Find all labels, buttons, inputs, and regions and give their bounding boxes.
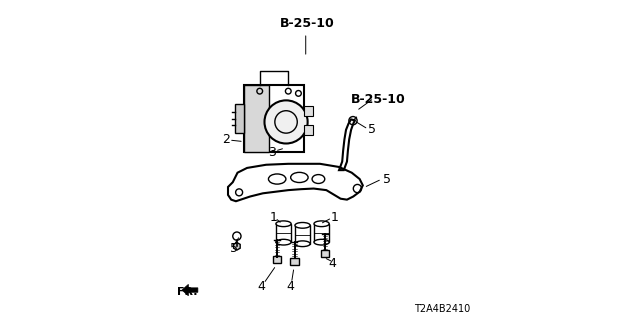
Ellipse shape: [276, 221, 291, 227]
Text: 1: 1: [270, 211, 278, 224]
Bar: [235, 105, 244, 133]
Text: 2: 2: [223, 133, 230, 146]
Text: 3: 3: [268, 146, 276, 159]
Text: FR.: FR.: [177, 287, 198, 297]
Text: T2A4B2410: T2A4B2410: [414, 304, 470, 314]
Bar: [304, 125, 313, 135]
Text: 5: 5: [230, 242, 238, 255]
Ellipse shape: [295, 241, 310, 247]
Text: 4: 4: [257, 280, 265, 293]
Text: B-25-10: B-25-10: [351, 93, 406, 106]
Bar: [321, 250, 329, 257]
Bar: [276, 224, 291, 242]
Text: 5: 5: [369, 124, 376, 136]
Circle shape: [296, 91, 301, 96]
Ellipse shape: [295, 222, 310, 228]
Bar: [244, 85, 304, 152]
Ellipse shape: [276, 239, 291, 245]
Text: 4: 4: [329, 257, 337, 269]
Text: B-25-10: B-25-10: [280, 17, 335, 30]
Bar: [314, 224, 329, 242]
Text: 1: 1: [330, 211, 338, 224]
Polygon shape: [182, 284, 198, 296]
Bar: [304, 106, 313, 116]
Text: 4: 4: [286, 280, 294, 293]
Ellipse shape: [314, 239, 329, 245]
Bar: [244, 85, 269, 152]
Text: 5: 5: [383, 172, 390, 186]
Ellipse shape: [314, 221, 329, 227]
Polygon shape: [234, 243, 240, 250]
Bar: [273, 256, 282, 263]
Circle shape: [264, 100, 308, 143]
Bar: [295, 225, 310, 244]
Bar: [291, 258, 299, 265]
